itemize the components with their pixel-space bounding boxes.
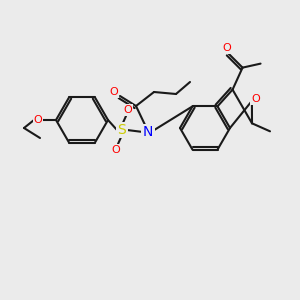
Text: O: O	[124, 105, 132, 115]
Text: O: O	[112, 145, 120, 155]
Text: O: O	[110, 87, 118, 97]
Text: O: O	[34, 115, 42, 125]
Text: O: O	[251, 94, 260, 104]
Text: S: S	[118, 123, 126, 137]
Text: N: N	[143, 125, 153, 139]
Text: O: O	[222, 43, 231, 52]
